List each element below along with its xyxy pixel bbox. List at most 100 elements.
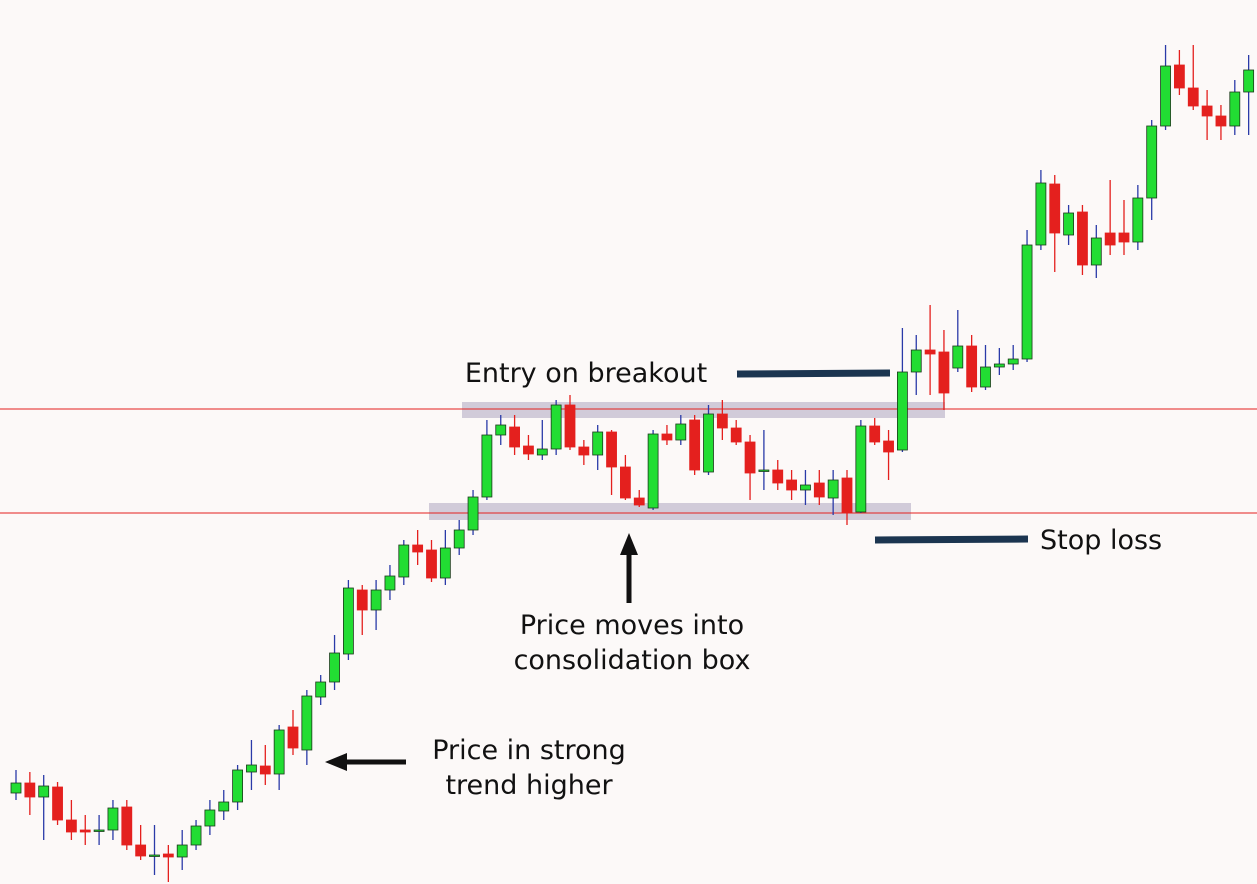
candle-body [24,782,36,798]
candle-body [1201,105,1213,117]
candle-body [550,404,562,450]
candle-body [966,345,978,388]
candle-body [827,479,839,499]
levels [0,402,1257,520]
candle-body [10,782,22,794]
candle-body [439,547,451,579]
candle-body [1063,212,1074,236]
candle-body [398,544,410,578]
candle-body [910,349,922,373]
candle-body [107,807,119,831]
annotation-text: Entry on breakout [465,358,707,389]
candle-body [1077,211,1088,266]
candle-body [980,366,991,388]
annotation-text: Stop loss [1040,525,1162,556]
candle-body [1132,197,1144,243]
candle-body [259,765,271,775]
candle-body [938,351,950,394]
candle-body [592,431,604,456]
candle-body [897,371,908,451]
candle-body [453,529,465,549]
candle-body [79,829,91,833]
candle-body [232,769,244,803]
candle-body [952,345,964,369]
candle-body [633,497,645,506]
entry-marker [736,369,891,378]
candle-body [744,441,756,474]
candle-body [135,844,147,857]
consolidation-box-top [462,402,945,418]
candle-body [93,829,105,832]
annotation-text: Price moves into [520,610,744,641]
candle-body [620,466,631,499]
candle-body [772,469,784,484]
annotations: Entry on breakout Stop loss Price moves in… [432,358,1162,801]
candle-body [481,434,493,498]
candle-body [273,729,285,775]
stop-marker [874,535,1029,544]
candle-body [121,806,133,846]
candle-body [162,853,174,858]
candle-body [730,427,742,443]
annotation-shapes [325,369,1029,771]
candle-body [993,363,1005,368]
candle-body [495,424,507,436]
candle-body [564,404,576,448]
candle-body [800,484,811,491]
candle-body [384,575,396,591]
annotation-text: trend higher [445,770,613,801]
candle-body [1049,183,1061,234]
candle-body [287,726,299,749]
candle-body [301,695,313,751]
candle-body [190,825,202,846]
candle-body [758,469,770,472]
candle-body [1007,358,1019,365]
candle-body [1229,91,1241,127]
candle-body [246,764,257,773]
candle-body [536,448,548,456]
consolidation-box-bottom [429,503,911,520]
candle-body [1104,232,1116,246]
arrow-head [325,753,347,771]
candle-body [578,446,590,456]
candle-body [855,425,867,513]
candle-body [523,445,534,455]
candle-body [703,413,714,473]
candle-body [1146,125,1158,199]
candle-body [356,589,368,611]
candle-body [1160,65,1171,127]
candle-body [342,587,354,655]
candle-body [509,426,521,448]
candle-body [329,652,340,683]
annotation-text: Price in strong [432,735,626,766]
candle-body [52,786,63,821]
candle-body [1021,244,1033,360]
candles [10,45,1255,882]
arrow-head [620,533,638,555]
candle-body [841,477,853,514]
candle-body [1090,237,1102,266]
candle-body [661,433,673,441]
candle-body [647,433,659,509]
candle-body [1174,64,1185,89]
candle-body [924,349,936,355]
candle-body [869,425,881,443]
candle-body [467,496,479,531]
candle-body [883,440,894,453]
candle-body [716,413,728,429]
candle-body [38,785,50,798]
candle-body [176,844,188,858]
candle-body [675,423,687,441]
candle-body [786,479,797,491]
candle-body [218,801,230,812]
candle-body [315,681,327,698]
candle-body [1243,69,1255,93]
annotation-text: consolidation box [514,645,751,676]
candle-body [1118,232,1130,243]
candle-body [606,431,617,468]
candle-body [426,549,437,579]
candle-body [1187,87,1199,107]
candle-body [204,809,216,827]
candle-body [1215,115,1227,127]
candle-body [149,854,160,857]
